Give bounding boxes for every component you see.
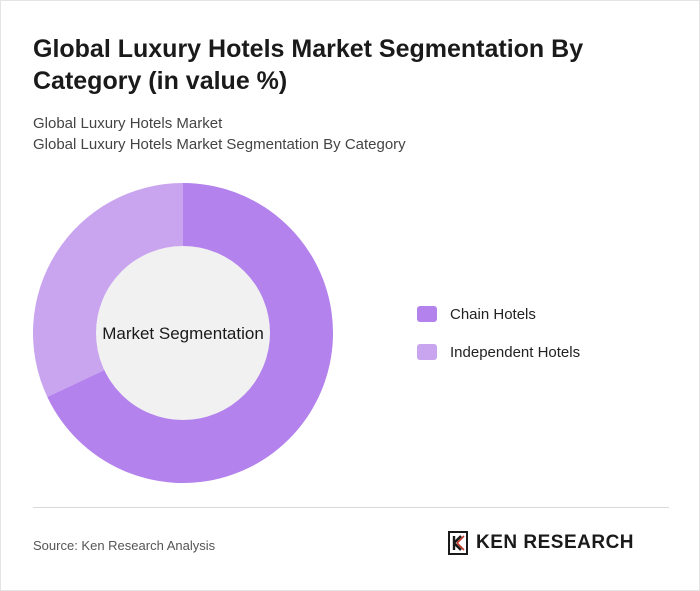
chart-title: Global Luxury Hotels Market Segmentation… [33, 35, 584, 95]
subtitle-market: Global Luxury Hotels Market [33, 115, 223, 132]
donut-chart: Market Segmentation [32, 183, 333, 483]
footer-divider [33, 507, 669, 508]
legend-label: Chain Hotels [450, 305, 536, 323]
chart-legend: Chain Hotels Independent Hotels [417, 303, 580, 379]
legend-swatch [417, 306, 437, 322]
ken-research-logo: KEN RESEARCH [448, 531, 634, 555]
donut-center-label: Market Segmentation [102, 324, 264, 343]
ken-research-logo-text: KEN RESEARCH [476, 532, 635, 553]
legend-item: Chain Hotels [417, 303, 580, 325]
legend-swatch [417, 344, 437, 360]
ken-research-logo-icon [448, 531, 468, 555]
subtitle-segmentation: Global Luxury Hotels Market Segmentation… [33, 136, 406, 153]
legend-label: Independent Hotels [450, 343, 581, 361]
source-note: Source: Ken Research Analysis [33, 538, 216, 553]
donut-hole [96, 246, 270, 420]
legend-item: Independent Hotels [417, 341, 580, 363]
